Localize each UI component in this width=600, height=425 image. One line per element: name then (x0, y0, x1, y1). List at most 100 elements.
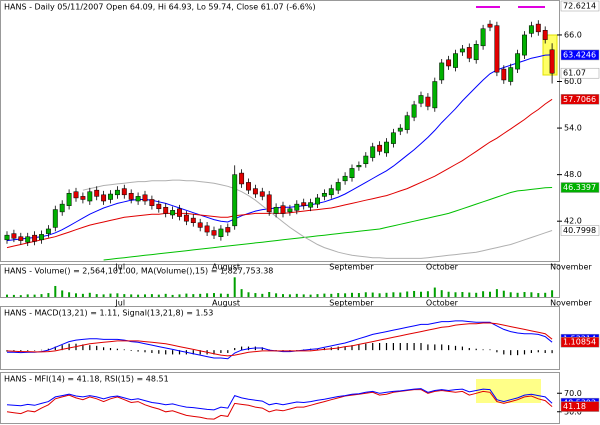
candle-body (501, 68, 507, 81)
y-tick-label: 60.0 (564, 77, 582, 86)
candle-body (39, 234, 44, 241)
candle-body (315, 197, 320, 205)
candle-body (170, 210, 176, 216)
value-tag (560, 67, 600, 79)
volume-bar (337, 293, 340, 297)
histogram-bar (434, 344, 436, 351)
candle-body (528, 25, 534, 34)
volume-bar (420, 291, 422, 297)
value-tag (560, 94, 600, 105)
histogram-bar (530, 350, 532, 353)
candle-body (94, 189, 100, 197)
histogram-bar (468, 348, 470, 351)
volume-bar (440, 290, 443, 297)
candle-body (135, 196, 141, 202)
histogram-bar (47, 348, 49, 351)
histogram-bar (454, 345, 457, 351)
candle-body (190, 217, 196, 224)
candle-body (356, 165, 362, 168)
volume-bar (19, 295, 22, 297)
volume-bar (495, 289, 498, 297)
volume-bar (426, 291, 429, 297)
candle-body (515, 53, 521, 70)
highlight-box (476, 379, 541, 403)
candle-body (25, 236, 31, 243)
histogram-bar (123, 349, 125, 351)
candle-body (225, 227, 231, 233)
volume-bar (268, 292, 271, 297)
histogram-bar (6, 350, 8, 352)
candle-body (73, 191, 79, 199)
value-tag-label: 40.7998 (563, 226, 596, 235)
candle-body (280, 205, 286, 214)
candle-body (52, 209, 58, 228)
histogram-bar (103, 347, 105, 351)
candle-body (273, 206, 279, 214)
candle-body (246, 182, 251, 191)
volume-bar (502, 290, 505, 297)
histogram-bar (420, 343, 422, 351)
volume-bar (544, 292, 547, 297)
histogram-bar (192, 350, 194, 355)
histogram-bar (523, 350, 526, 355)
value-tag (560, 225, 600, 236)
volume-bar (447, 291, 450, 297)
volume-bar (530, 292, 533, 297)
volume-bar (164, 293, 167, 297)
volume-bar (288, 294, 291, 297)
histogram-bar (544, 350, 546, 353)
volume-bar (247, 292, 250, 297)
value-tag-label: 1.10854 (563, 338, 596, 347)
candle-body (308, 202, 314, 208)
volume-bar (454, 292, 457, 297)
candle-body (494, 25, 500, 73)
candle-body (287, 208, 293, 213)
volume-bar (12, 294, 15, 297)
histogram-bar (172, 350, 174, 355)
volume-bar (178, 294, 181, 297)
candle-body (480, 28, 486, 47)
histogram-bar (213, 350, 215, 355)
volume-bar (61, 290, 64, 297)
volume-bar (116, 293, 119, 297)
candle-body (453, 53, 458, 68)
value-tag-label: 63.4246 (563, 50, 596, 59)
histogram-bar (296, 350, 298, 351)
volume-bar (302, 294, 305, 297)
candle-body (522, 34, 527, 56)
candle-body (80, 196, 86, 200)
candle-body (439, 62, 445, 81)
histogram-bar (372, 343, 374, 351)
histogram-bar (392, 343, 394, 351)
candle-body (121, 188, 127, 196)
candle-body (183, 214, 189, 222)
volume-bar (54, 285, 57, 297)
histogram-bar (344, 346, 346, 351)
candle-body (459, 48, 465, 53)
candle-body (156, 203, 162, 210)
volume-bar (461, 292, 464, 297)
volume-bar (88, 292, 91, 297)
value-tag (560, 49, 600, 61)
volume-bar (357, 293, 360, 297)
y-tick-label: 48.0 (564, 170, 582, 179)
volume-bar (413, 290, 416, 297)
histogram-bar (496, 350, 498, 353)
candle-body (321, 193, 327, 197)
volume-bar (351, 292, 353, 297)
histogram-bar (427, 344, 429, 351)
value-tag-label: 72.6214 (563, 2, 596, 11)
candle-body (197, 222, 203, 228)
value-tag (560, 401, 600, 412)
candle-body (466, 47, 472, 59)
candle-body (404, 115, 410, 130)
volume-bar (68, 292, 71, 297)
histogram-bar (510, 350, 512, 356)
indicator-line (103, 187, 553, 261)
histogram-bar (165, 350, 167, 355)
value-tag-label: 57.7066 (563, 95, 596, 104)
volume-bar (40, 294, 43, 297)
indicator-line (82, 179, 553, 259)
histogram-bar (537, 350, 539, 353)
histogram-bar (358, 344, 360, 351)
